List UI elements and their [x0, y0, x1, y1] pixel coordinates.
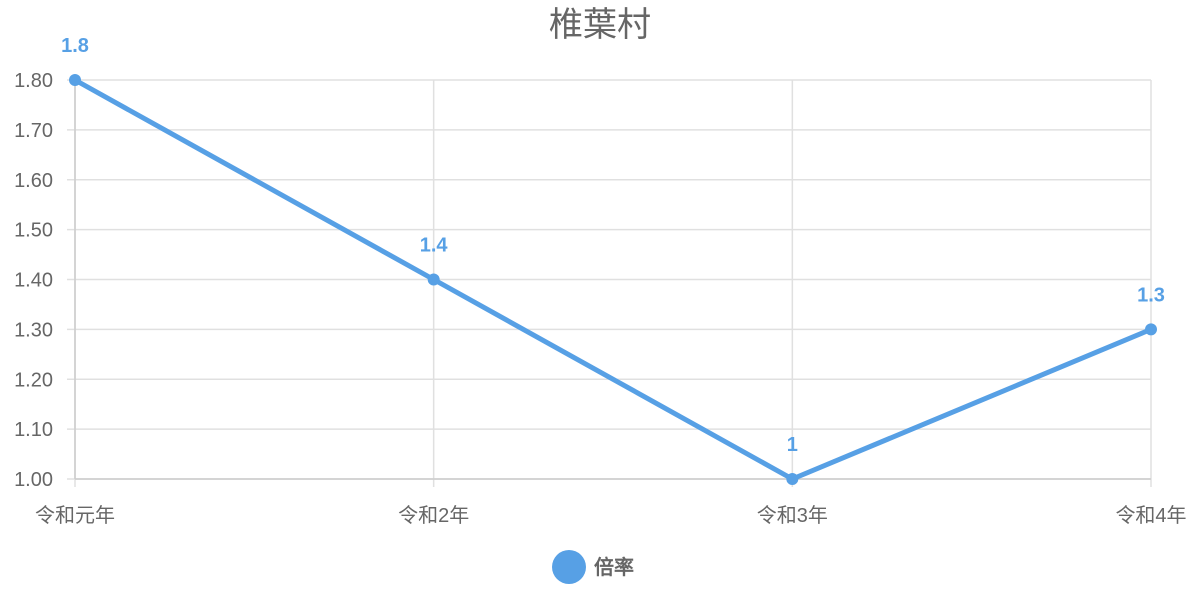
data-label: 1.4 [420, 235, 449, 257]
y-tick-label: 1.40 [14, 270, 53, 292]
x-axis: 令和元年 令和2年 令和3年 令和4年 [35, 504, 1187, 527]
y-tick-label: 1.20 [14, 369, 53, 391]
x-tick-label: 令和4年 [1115, 504, 1186, 527]
data-point [1145, 323, 1157, 336]
legend-marker [552, 550, 586, 584]
data-point [427, 273, 440, 286]
gridlines [67, 79, 1152, 487]
y-axis: 1.00 1.10 1.20 1.30 1.40 1.50 1.60 1.70 1.80 [14, 70, 53, 491]
x-tick-label: 令和2年 [398, 504, 469, 527]
data-point [786, 473, 799, 485]
data-label: 1.8 [61, 35, 89, 57]
y-tick-label: 1.60 [14, 170, 53, 192]
data-point [69, 74, 81, 86]
legend-label: 倍率 [594, 555, 634, 579]
y-tick-label: 1.10 [14, 419, 53, 441]
legend[interactable]: 倍率 [552, 550, 634, 584]
series-line-path [73, 77, 1152, 482]
y-tick-label: 1.70 [14, 120, 53, 142]
chart-title: 椎葉村 [549, 6, 651, 44]
y-tick-label: 1.30 [14, 319, 53, 341]
y-tick-label: 1.80 [14, 70, 53, 92]
data-label: 1 [787, 434, 798, 456]
x-tick-label: 令和元年 [35, 504, 115, 527]
y-tick-label: 1.00 [14, 469, 53, 491]
data-labels: 1.8 1.4 1 1.3 [61, 35, 1165, 456]
y-tick-label: 1.50 [14, 220, 53, 242]
series-line [69, 74, 1157, 485]
data-label: 1.3 [1137, 284, 1165, 306]
x-tick-label: 令和3年 [757, 504, 828, 527]
